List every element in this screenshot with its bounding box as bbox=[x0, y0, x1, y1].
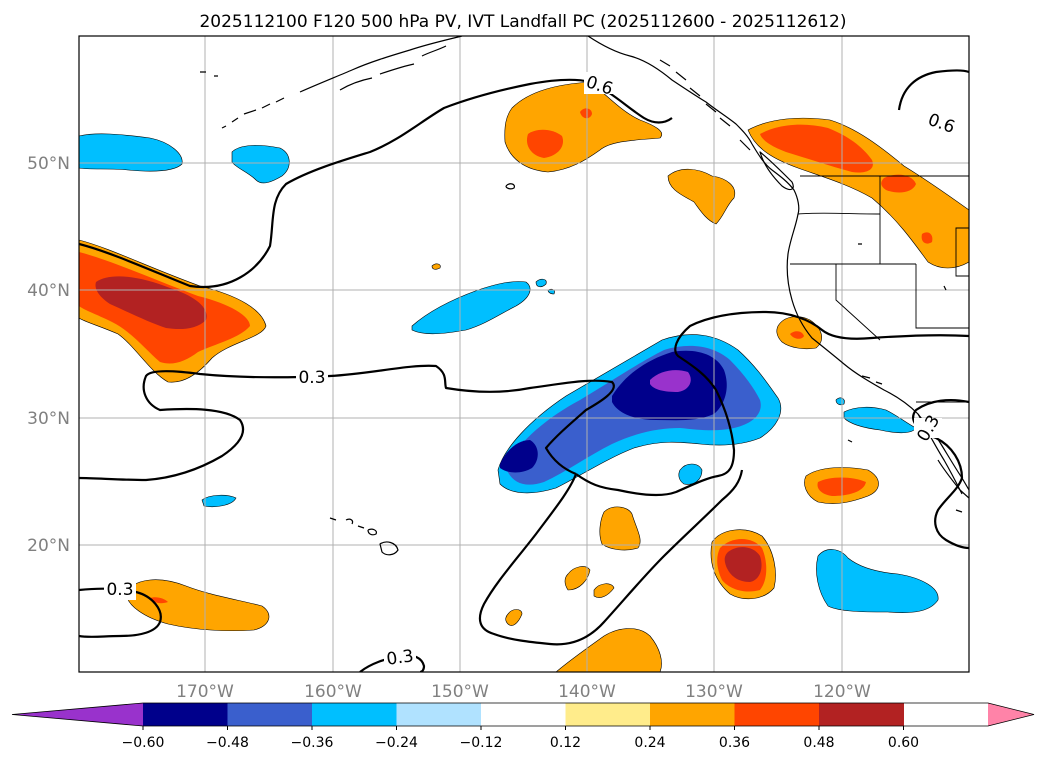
lon-label-160w: 160°W bbox=[304, 682, 362, 702]
colorbar-tick-label: −0.36 bbox=[291, 735, 334, 751]
colorbar-tick-label: −0.48 bbox=[206, 735, 249, 751]
colorbar-segment bbox=[650, 703, 735, 726]
colorbar-segment bbox=[819, 703, 904, 726]
lon-label-140w: 140°W bbox=[558, 682, 616, 702]
coastline-se-alaska-islands bbox=[659, 59, 751, 151]
negative-anomaly-small bbox=[678, 463, 703, 485]
channel-islands bbox=[847, 375, 963, 513]
pv-contour-0.3-bottom bbox=[359, 654, 426, 672]
coastline-hawaii bbox=[329, 517, 399, 556]
coastline-alaska-islands bbox=[339, 45, 447, 91]
colorbar-tick-label: −0.12 bbox=[460, 735, 503, 751]
lon-label-130w: 130°W bbox=[685, 682, 743, 702]
colorbar-tick-label: 0.48 bbox=[803, 735, 834, 751]
positive-anomaly-small2 bbox=[564, 566, 591, 591]
colorbar-tick-label: 0.24 bbox=[634, 735, 665, 751]
positive-anomaly-ca-inner bbox=[790, 331, 804, 339]
colorbar-tick-label: 0.60 bbox=[888, 735, 919, 751]
latitude-axis: 50°N 40°N 30°N 20°N bbox=[27, 154, 70, 556]
positive-anomaly-bottom bbox=[555, 628, 662, 672]
map-title: 2025112100 F120 500 hPa PV, IVT Landfall… bbox=[199, 12, 846, 32]
graticule bbox=[79, 36, 969, 672]
positive-anomaly-bc bbox=[667, 168, 736, 225]
colorbar-extend-max bbox=[988, 703, 1034, 726]
positive-anomaly-gulf-inner bbox=[526, 129, 564, 158]
political-borders bbox=[790, 175, 969, 403]
lat-label-30n: 30°N bbox=[27, 409, 70, 429]
contour-label-0.3-bottom: 0.3 bbox=[385, 646, 415, 670]
map-frame bbox=[78, 35, 970, 673]
positive-anomaly-small3 bbox=[593, 583, 615, 598]
negative-anomaly-ca-south2 bbox=[835, 397, 845, 406]
lat-label-40n: 40°N bbox=[27, 281, 70, 301]
positive-anomaly-gulf-dot bbox=[580, 108, 592, 119]
positive-anomaly-south-core bbox=[724, 547, 762, 582]
colorbar-extend-min bbox=[12, 703, 143, 726]
coastline-bc bbox=[751, 143, 800, 215]
negative-anomaly-main-core bbox=[650, 370, 691, 392]
positive-anomaly-small4 bbox=[505, 609, 523, 626]
colorbar-segment bbox=[565, 703, 651, 726]
pv-contour-0.3-plume-south bbox=[478, 469, 744, 646]
colorbar-tick-label: −0.24 bbox=[375, 735, 418, 751]
colorbar-segment bbox=[734, 703, 820, 726]
longitude-axis: 170°W 160°W 150°W 140°W 130°W 120°W bbox=[176, 682, 871, 702]
pv-contour-0.3-south bbox=[912, 399, 969, 550]
lon-label-150w: 150°W bbox=[431, 682, 489, 702]
positive-anomaly-small1 bbox=[599, 506, 641, 551]
lon-label-120w: 120°W bbox=[813, 682, 871, 702]
contour-label-0.3-sw: 0.3 bbox=[106, 580, 133, 600]
colorbar-tick-label: −0.60 bbox=[122, 735, 165, 751]
negative-anomaly-nw2 bbox=[231, 145, 290, 184]
colorbar-segment bbox=[143, 703, 228, 726]
contour-label-0.3-central: 0.3 bbox=[298, 368, 325, 388]
coastline-mexico bbox=[937, 459, 969, 499]
coastline-alaska-peninsula bbox=[299, 36, 463, 93]
pv-contour-0.6-ne bbox=[897, 69, 969, 111]
border-ca-nv bbox=[835, 264, 881, 341]
lat-label-20n: 20°N bbox=[27, 536, 70, 556]
border-utah bbox=[955, 227, 969, 277]
negative-anomaly-nw bbox=[79, 133, 183, 172]
pv-contour-0.3-central bbox=[79, 364, 615, 482]
positive-anomaly-pnw-inner bbox=[760, 124, 873, 173]
positive-anomaly-dot bbox=[431, 263, 441, 270]
lon-label-170w: 170°W bbox=[176, 682, 234, 702]
positive-anomaly-pnw-dot2 bbox=[921, 232, 933, 244]
negative-anomaly-west-small bbox=[201, 494, 237, 508]
colorbar-tick-label: 0.36 bbox=[719, 735, 750, 751]
colorbar-segment bbox=[396, 703, 482, 726]
negative-anomaly-main-l3b bbox=[500, 440, 538, 473]
map-content: 0.6 0.6 0.3 0.3 0.3 0.3 bbox=[79, 36, 969, 672]
coastline-gulf-of-alaska bbox=[587, 36, 753, 145]
colorbar-segment bbox=[312, 703, 397, 726]
coastline-vancouver-island bbox=[759, 151, 794, 191]
aleutian-dots bbox=[200, 71, 285, 129]
colorbar-segment bbox=[481, 703, 566, 726]
negative-anomaly-southeast bbox=[816, 549, 939, 613]
colorbar: −0.60 −0.48 −0.36 −0.24 −0.12 0.12 0.24 0.36 0.4… bbox=[11, 702, 1035, 751]
lat-label-50n: 50°N bbox=[27, 154, 70, 174]
colorbar-segment bbox=[227, 703, 313, 726]
ivt-anomaly-fills bbox=[79, 81, 969, 672]
colorbar-tick-label: 0.12 bbox=[550, 735, 581, 751]
small-islands bbox=[505, 183, 947, 291]
negative-anomaly-central bbox=[411, 281, 531, 335]
negative-anomaly-central-dot bbox=[535, 278, 547, 288]
pv-contour-0.3-plume bbox=[575, 310, 969, 497]
border-nevada bbox=[915, 264, 969, 329]
border-wa-or bbox=[797, 212, 881, 215]
positive-anomaly-pnw-dot bbox=[881, 174, 916, 193]
